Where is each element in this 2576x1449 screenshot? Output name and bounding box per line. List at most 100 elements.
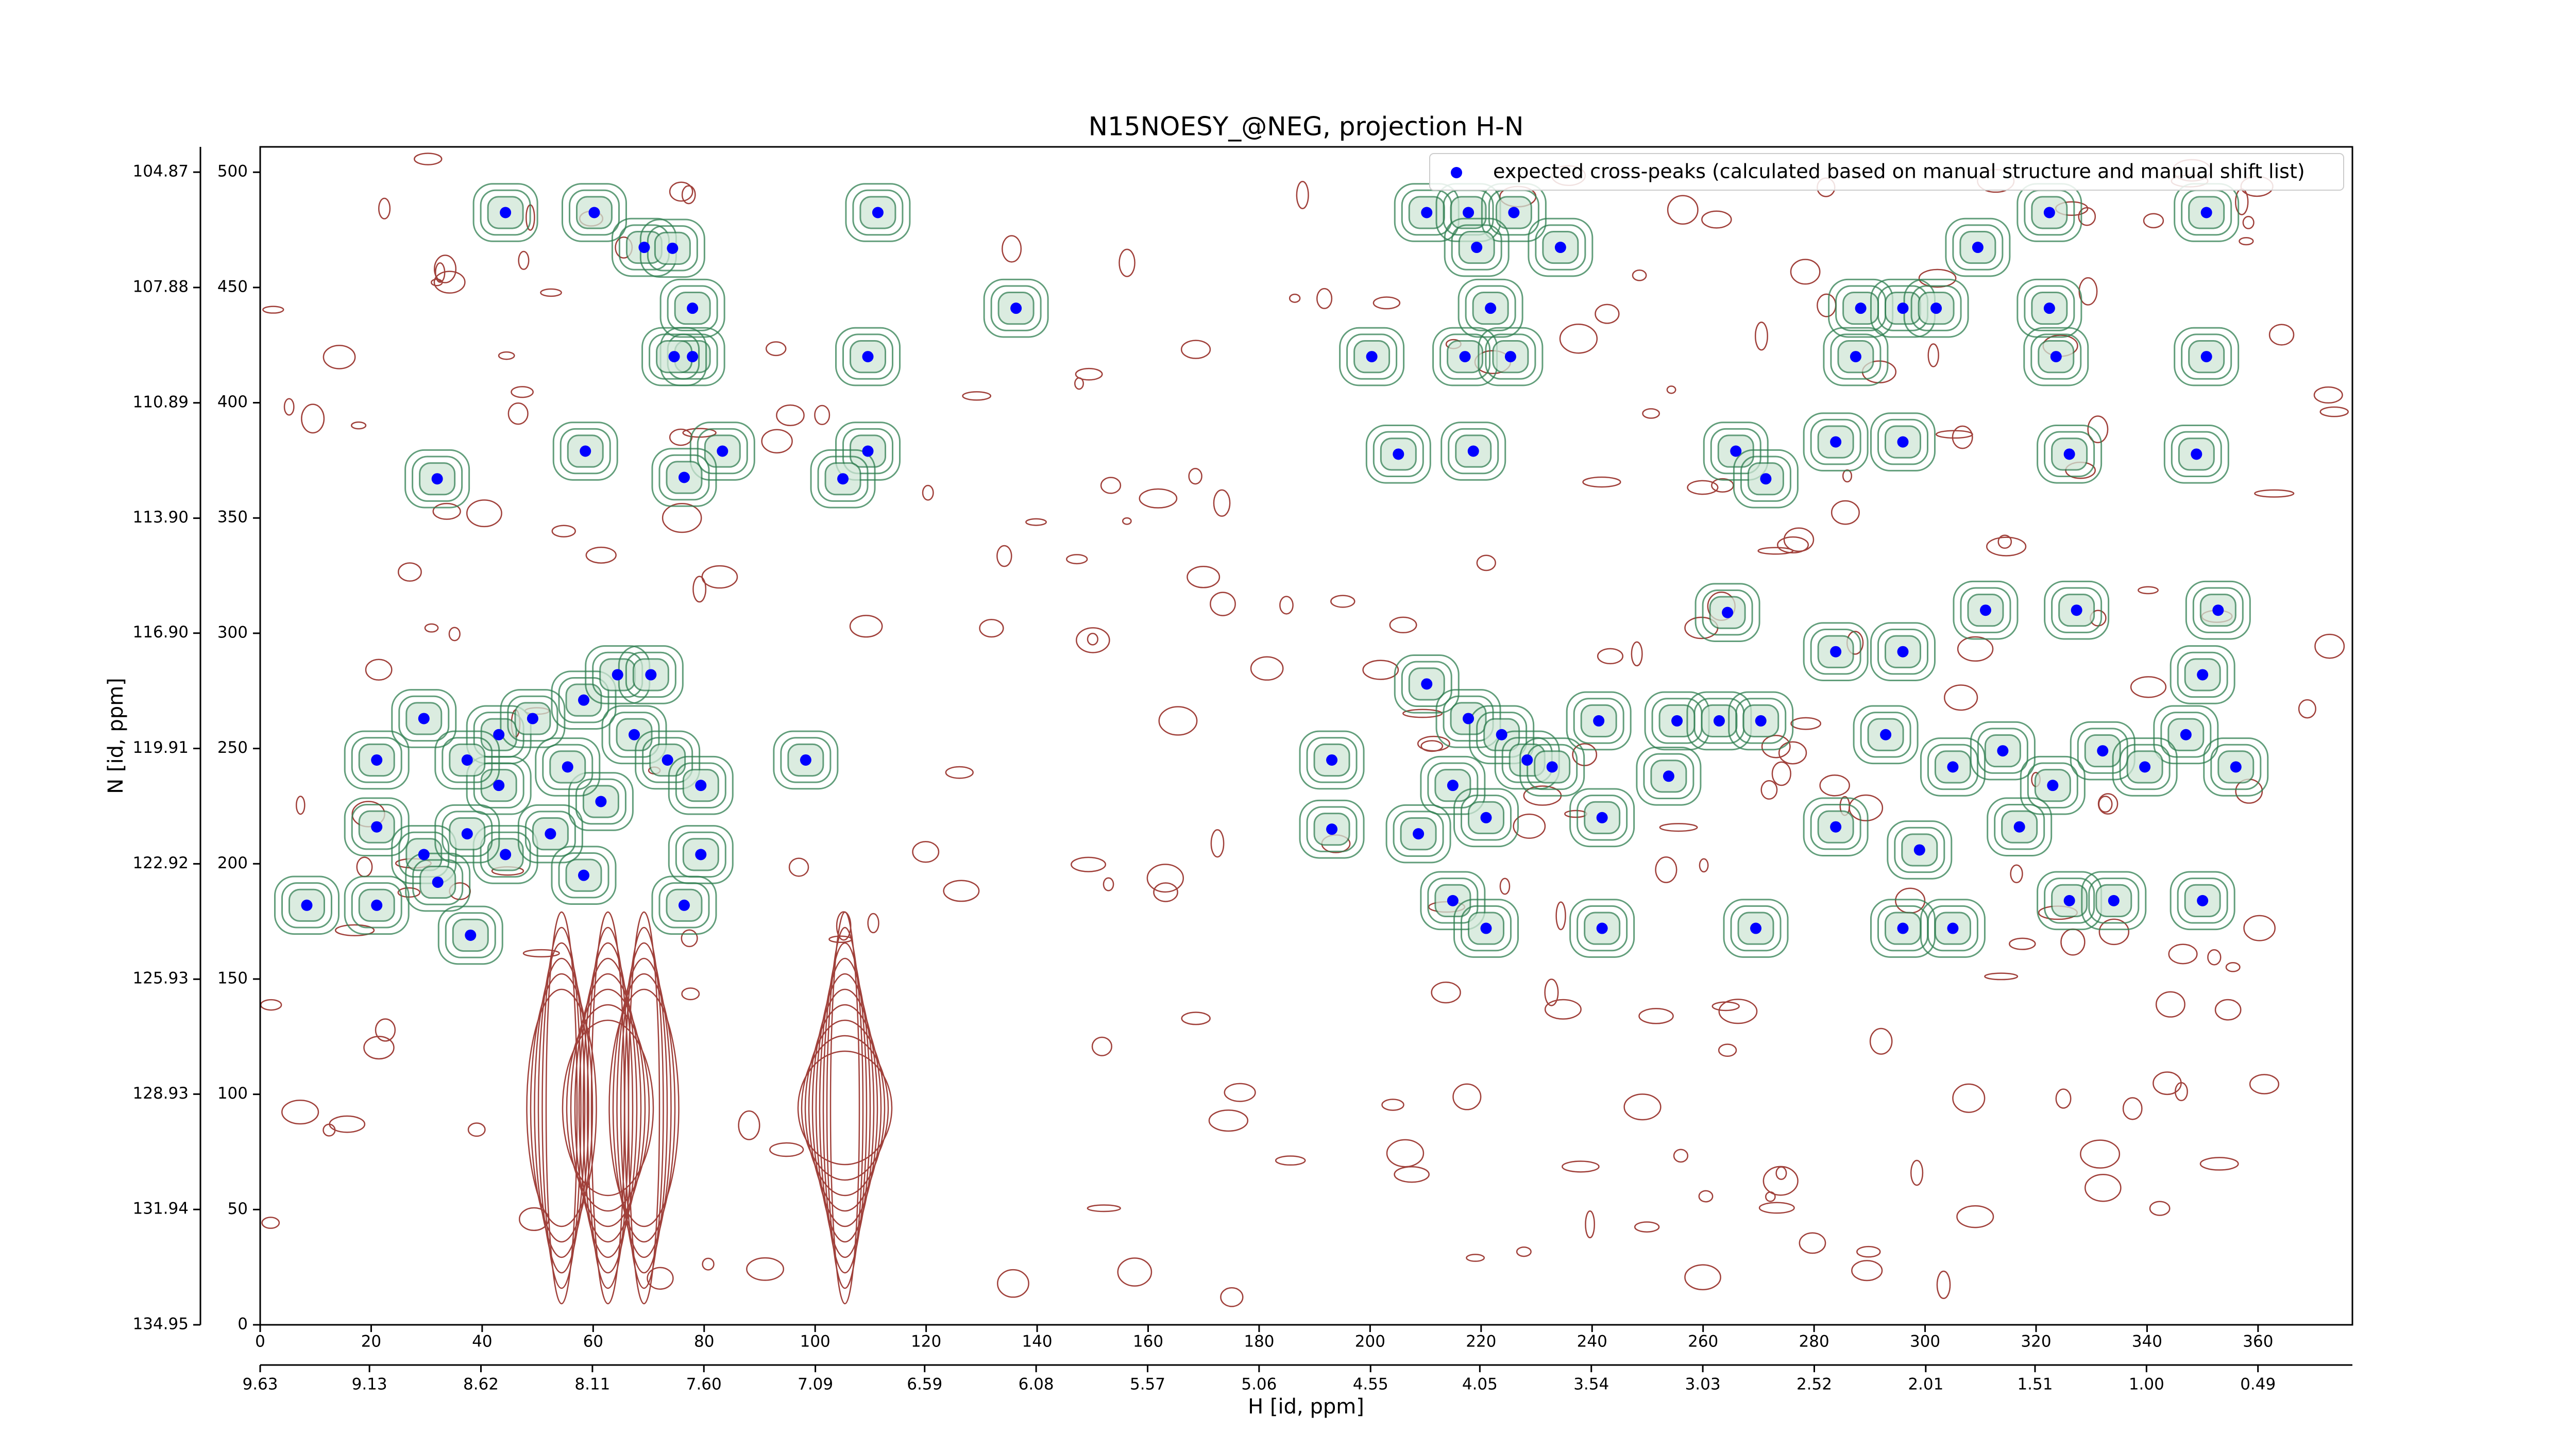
peak-contour xyxy=(1458,278,1523,338)
peak-contour xyxy=(434,730,500,790)
peak-marker xyxy=(1850,351,1861,363)
peak-marker xyxy=(1979,604,1991,616)
peak-contour xyxy=(351,882,402,929)
peak-marker xyxy=(1897,922,1909,934)
noise-contour xyxy=(2122,1097,2143,1120)
peak-marker xyxy=(1471,242,1483,254)
peak-contour xyxy=(689,422,755,481)
noise-contour xyxy=(1585,1210,1595,1239)
y2-tick-label: 119.91 xyxy=(133,738,189,757)
y2-tick-label: 122.92 xyxy=(133,854,189,872)
peak-marker xyxy=(687,351,699,363)
peak-contour xyxy=(2181,333,2232,380)
noise-contour xyxy=(1758,1202,1795,1214)
peak-contour xyxy=(2051,587,2103,633)
y2-tick-label: 125.93 xyxy=(133,969,189,988)
peak-marker xyxy=(1897,302,1909,314)
peak-contour xyxy=(835,327,901,386)
noise-contour xyxy=(669,181,693,202)
peak-contour xyxy=(1448,428,1499,475)
peak-contour xyxy=(1365,425,1431,484)
x-tick-label: 140 xyxy=(1022,1333,1052,1351)
noise-contour xyxy=(1499,878,1511,895)
noise-contour xyxy=(1936,1270,1951,1300)
peak-contour xyxy=(1485,333,1536,380)
noise-contour xyxy=(2199,1157,2239,1171)
peak-contour xyxy=(1577,795,1628,841)
noise-contour xyxy=(1562,1160,1600,1173)
noise-contour xyxy=(518,250,530,270)
peak-marker xyxy=(1855,302,1867,314)
noise-contour xyxy=(1220,1287,1244,1307)
noise-contour xyxy=(746,1257,785,1281)
noise-contour xyxy=(1210,829,1225,858)
peak-contour xyxy=(1643,753,1694,799)
noise-contour xyxy=(912,840,940,863)
peak-contour xyxy=(1535,224,1586,271)
noise-contour xyxy=(378,197,391,220)
peak-contour xyxy=(2044,878,2095,924)
x-tick-label: 60 xyxy=(583,1333,603,1351)
peak-contour xyxy=(1702,589,1753,636)
noise-stripe xyxy=(822,942,868,1274)
plot-frame xyxy=(259,146,2353,1326)
x-tick-label: 40 xyxy=(472,1333,492,1351)
peak-contour xyxy=(1444,217,1510,277)
peak-marker xyxy=(678,899,690,911)
peak-contour xyxy=(2044,580,2110,640)
noise-contour xyxy=(2098,796,2113,813)
noise-contour xyxy=(1631,641,1643,667)
peak-marker xyxy=(862,445,874,457)
noise-contour xyxy=(922,484,934,501)
peak-marker xyxy=(2108,895,2120,906)
y-tick-label: 500 xyxy=(217,162,248,181)
peaks xyxy=(301,207,2242,941)
peak-marker xyxy=(1880,729,1892,740)
noise-contour xyxy=(1711,1001,1740,1012)
peak-marker xyxy=(2050,351,2062,363)
peak-marker xyxy=(1447,780,1459,791)
peak-contour xyxy=(1970,721,2036,781)
peak-marker xyxy=(500,849,512,861)
peak-contour xyxy=(1735,698,1787,744)
noise-contour xyxy=(1944,684,1978,711)
noise-contour xyxy=(1544,979,1559,1006)
peak-marker xyxy=(1421,678,1433,690)
y2-tick-label: 116.90 xyxy=(133,623,189,642)
peak-marker xyxy=(1830,821,1842,833)
legend-label: expected cross-peaks (calculated based o… xyxy=(1493,160,2305,183)
noise-contour xyxy=(776,404,805,427)
peak-marker xyxy=(638,242,650,254)
x-tick-label: 300 xyxy=(1910,1333,1940,1351)
noise-contour xyxy=(1684,1264,1721,1290)
peak-marker xyxy=(2047,780,2059,791)
peak-marker xyxy=(1730,445,1742,457)
peak-contour xyxy=(480,831,531,878)
y2-tick-label: 128.93 xyxy=(133,1084,189,1103)
peak-contour xyxy=(697,428,748,475)
peak-marker xyxy=(2197,895,2209,906)
noise-contour xyxy=(1869,1027,1893,1055)
x2-tick-label: 2.52 xyxy=(1797,1375,1832,1394)
noise-contour xyxy=(1513,813,1546,839)
x2-tick-label: 0.49 xyxy=(2240,1375,2276,1394)
peak-contour xyxy=(560,428,611,475)
peak-marker xyxy=(418,713,430,724)
peak-marker xyxy=(588,207,600,218)
peak-contour xyxy=(1927,744,1978,790)
peak-marker xyxy=(2191,448,2202,460)
noise-contour xyxy=(1778,741,1807,765)
y2-tick-label: 107.88 xyxy=(133,277,189,296)
peak-contour xyxy=(773,730,839,790)
x-tick-label: 280 xyxy=(1799,1333,1829,1351)
peak-marker xyxy=(1413,828,1425,840)
noise-contour xyxy=(814,405,831,426)
peak-marker xyxy=(1930,302,1942,314)
noise-contour xyxy=(1555,901,1566,931)
peak-contour xyxy=(535,737,601,797)
noise-contour xyxy=(1224,1083,1256,1102)
peak-contour xyxy=(2170,871,2235,931)
peak-contour xyxy=(668,825,734,884)
peak-marker xyxy=(1463,713,1475,724)
noise-contour xyxy=(997,1269,1029,1298)
